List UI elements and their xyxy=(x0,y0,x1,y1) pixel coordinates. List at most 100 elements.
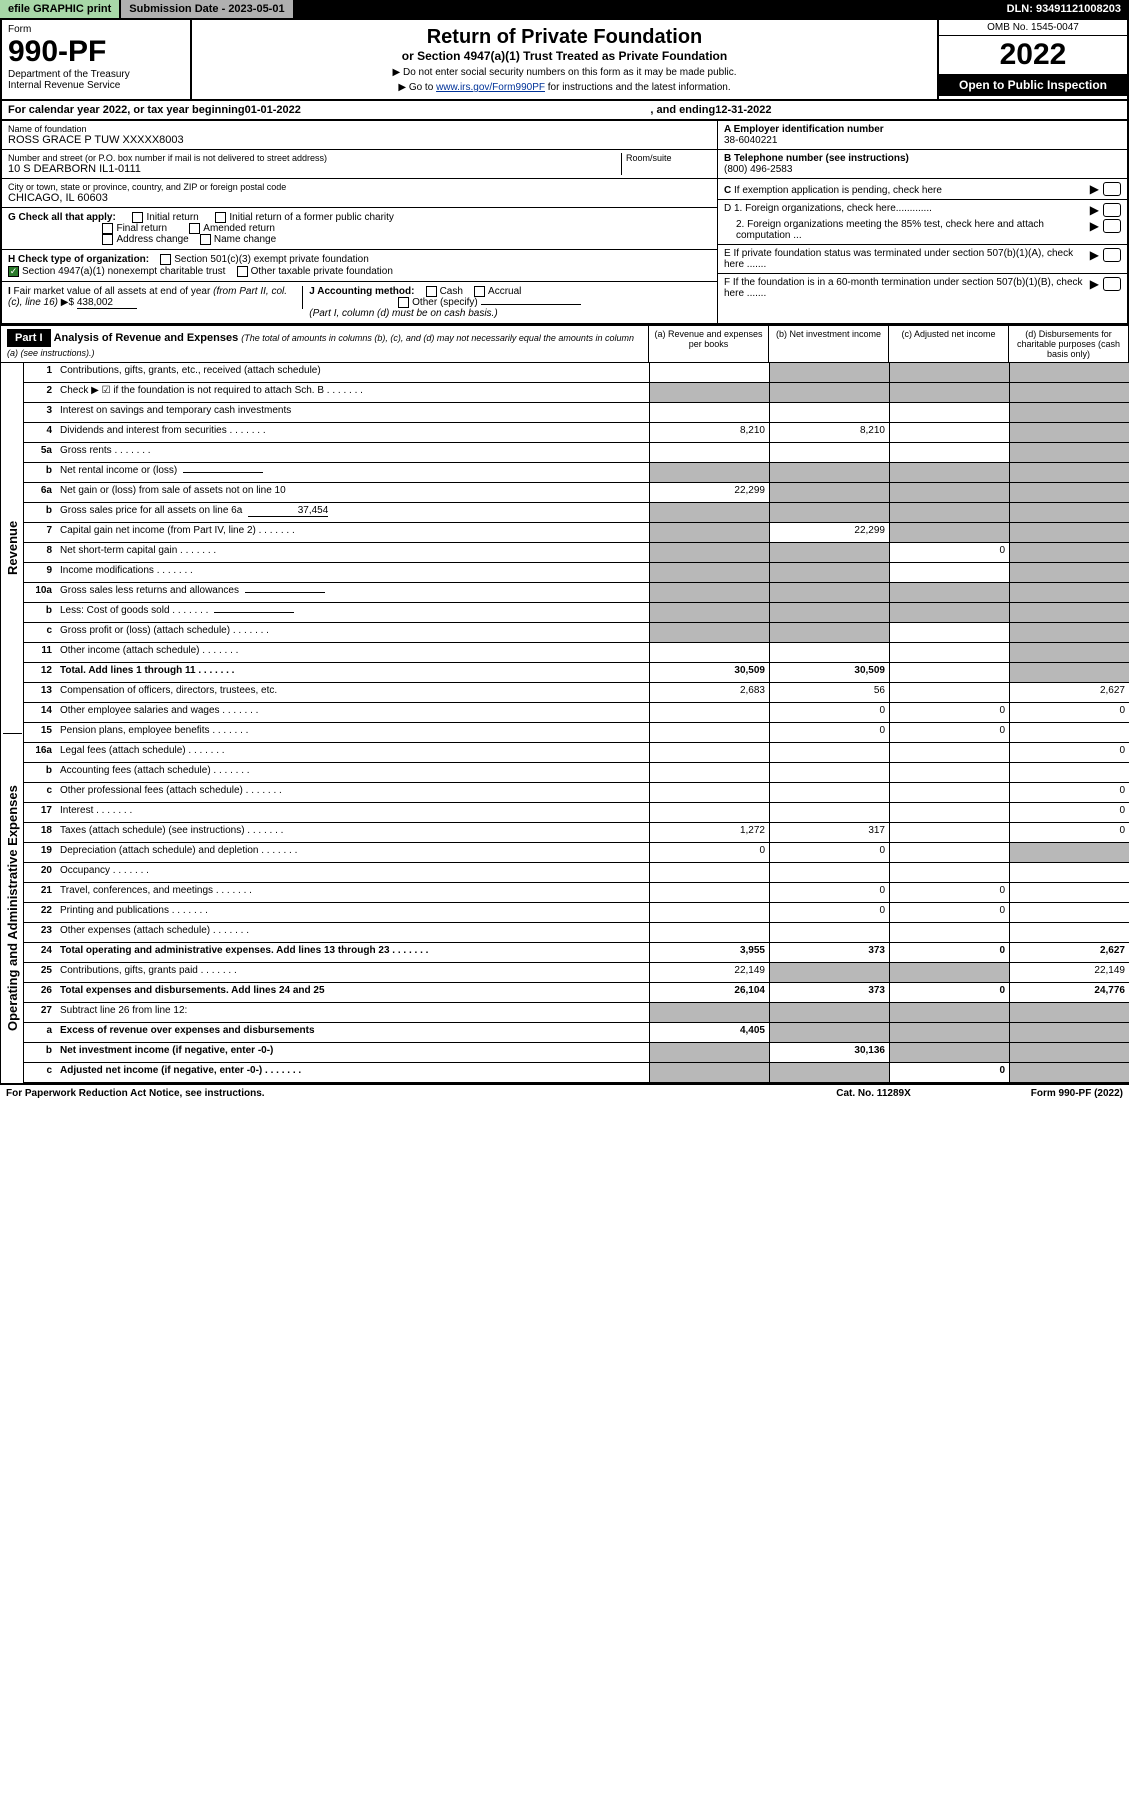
cell-col-b: 373 xyxy=(769,983,889,1002)
j-label: J Accounting method: xyxy=(309,286,414,297)
h-501c3-chk[interactable] xyxy=(160,254,171,265)
table-row: 21Travel, conferences, and meetings . . … xyxy=(24,883,1129,903)
cell-col-c xyxy=(889,423,1009,442)
calrow-mid: , and ending xyxy=(650,104,715,116)
cell-col-a xyxy=(649,463,769,482)
g-name-change-chk[interactable] xyxy=(200,234,211,245)
g-final-return-chk[interactable] xyxy=(102,223,113,234)
cell-col-a xyxy=(649,923,769,942)
table-row: bGross sales price for all assets on lin… xyxy=(24,503,1129,523)
topbar: efile GRAPHIC print Submission Date - 20… xyxy=(0,0,1129,18)
calrow-begin: 01-01-2022 xyxy=(245,104,301,116)
g-initial-return-chk[interactable] xyxy=(132,212,143,223)
inline-value xyxy=(183,472,263,473)
cell-col-c xyxy=(889,563,1009,582)
cell-col-c xyxy=(889,783,1009,802)
d2-checkbox[interactable] xyxy=(1103,219,1121,233)
cell-col-c xyxy=(889,403,1009,422)
cell-col-c: 0 xyxy=(889,703,1009,722)
cell-col-c xyxy=(889,1003,1009,1022)
row-number: b xyxy=(24,603,56,622)
table-row: cGross profit or (loss) (attach schedule… xyxy=(24,623,1129,643)
d1-label: D 1. Foreign organizations, check here..… xyxy=(724,203,1090,214)
d1-checkbox[interactable] xyxy=(1103,203,1121,217)
row-number: 26 xyxy=(24,983,56,1002)
g-amended-chk[interactable] xyxy=(189,223,200,234)
c-checkbox[interactable] xyxy=(1103,182,1121,196)
cell-col-c xyxy=(889,863,1009,882)
c-label: If exemption application is pending, che… xyxy=(734,185,942,196)
footer-left: For Paperwork Reduction Act Notice, see … xyxy=(6,1088,265,1099)
g-initial-former-chk[interactable] xyxy=(215,212,226,223)
row-description: Gross sales less returns and allowances xyxy=(56,583,649,602)
cell-col-b xyxy=(769,1003,889,1022)
i-value: 438,002 xyxy=(77,297,137,309)
form990pf-link[interactable]: www.irs.gov/Form990PF xyxy=(436,82,545,93)
submission-date: Submission Date - 2023-05-01 xyxy=(121,0,292,18)
cell-col-b xyxy=(769,1063,889,1082)
tel-label: B Telephone number (see instructions) xyxy=(724,153,909,164)
cell-col-d xyxy=(1009,463,1129,482)
cell-col-a xyxy=(649,903,769,922)
cell-col-d: 24,776 xyxy=(1009,983,1129,1002)
table-row: 25Contributions, gifts, grants paid . . … xyxy=(24,963,1129,983)
table-row: 2Check ▶ ☑ if the foundation is not requ… xyxy=(24,383,1129,403)
efile-print-label[interactable]: efile GRAPHIC print xyxy=(0,0,119,18)
cell-col-b: 56 xyxy=(769,683,889,702)
g-address-change-chk[interactable] xyxy=(102,234,113,245)
row-number: 13 xyxy=(24,683,56,702)
row-description: Contributions, gifts, grants, etc., rece… xyxy=(56,363,649,382)
row-description: Other employee salaries and wages . . . … xyxy=(56,703,649,722)
cell-col-a xyxy=(649,783,769,802)
j-other-chk[interactable] xyxy=(398,297,409,308)
cell-col-b xyxy=(769,463,889,482)
h-label: H Check type of organization: xyxy=(8,255,149,266)
row-number: 25 xyxy=(24,963,56,982)
cell-col-d xyxy=(1009,1003,1129,1022)
footer-right: Form 990-PF (2022) xyxy=(1031,1088,1123,1099)
row-number: 7 xyxy=(24,523,56,542)
cell-col-a xyxy=(649,1003,769,1022)
cell-col-b: 0 xyxy=(769,883,889,902)
cell-col-b xyxy=(769,363,889,382)
cell-col-b xyxy=(769,803,889,822)
section-g: G Check all that apply: Initial return I… xyxy=(2,208,717,250)
row-description: Net gain or (loss) from sale of assets n… xyxy=(56,483,649,502)
cell-col-a xyxy=(649,623,769,642)
cell-col-d xyxy=(1009,423,1129,442)
cell-col-b xyxy=(769,1023,889,1042)
row-number: a xyxy=(24,1023,56,1042)
cell-col-c xyxy=(889,663,1009,682)
city-cell: City or town, state or province, country… xyxy=(2,179,717,208)
e-checkbox[interactable] xyxy=(1103,248,1121,262)
cell-col-b: 30,509 xyxy=(769,663,889,682)
f-checkbox[interactable] xyxy=(1103,277,1121,291)
row-description: Dividends and interest from securities .… xyxy=(56,423,649,442)
h-4947a1-chk[interactable] xyxy=(8,266,19,277)
row-description: Other expenses (attach schedule) . . . .… xyxy=(56,923,649,942)
expenses-label: Operating and Administrative Expenses xyxy=(3,733,22,1083)
cell-col-b: 0 xyxy=(769,843,889,862)
h-other-chk[interactable] xyxy=(237,266,248,277)
table-row: 4Dividends and interest from securities … xyxy=(24,423,1129,443)
cell-col-d xyxy=(1009,563,1129,582)
cell-col-d xyxy=(1009,443,1129,462)
cell-col-a xyxy=(649,443,769,462)
cell-col-d xyxy=(1009,483,1129,502)
row-description: Compensation of officers, directors, tru… xyxy=(56,683,649,702)
revenue-sidebar: Revenue Operating and Administrative Exp… xyxy=(0,363,24,1083)
table-row: aExcess of revenue over expenses and dis… xyxy=(24,1023,1129,1043)
part1-title: Analysis of Revenue and Expenses xyxy=(54,332,239,344)
table-row: 9Income modifications . . . . . . . xyxy=(24,563,1129,583)
cell-col-c: 0 xyxy=(889,1063,1009,1082)
j-accrual-chk[interactable] xyxy=(474,286,485,297)
e-cell: E If private foundation status was termi… xyxy=(718,245,1127,274)
cell-col-a: 0 xyxy=(649,843,769,862)
cell-col-a xyxy=(649,883,769,902)
cell-col-b: 373 xyxy=(769,943,889,962)
cell-col-b xyxy=(769,763,889,782)
j-cash-chk[interactable] xyxy=(426,286,437,297)
cell-col-b: 0 xyxy=(769,703,889,722)
i-label: I xyxy=(8,286,11,297)
table-row: 7Capital gain net income (from Part IV, … xyxy=(24,523,1129,543)
